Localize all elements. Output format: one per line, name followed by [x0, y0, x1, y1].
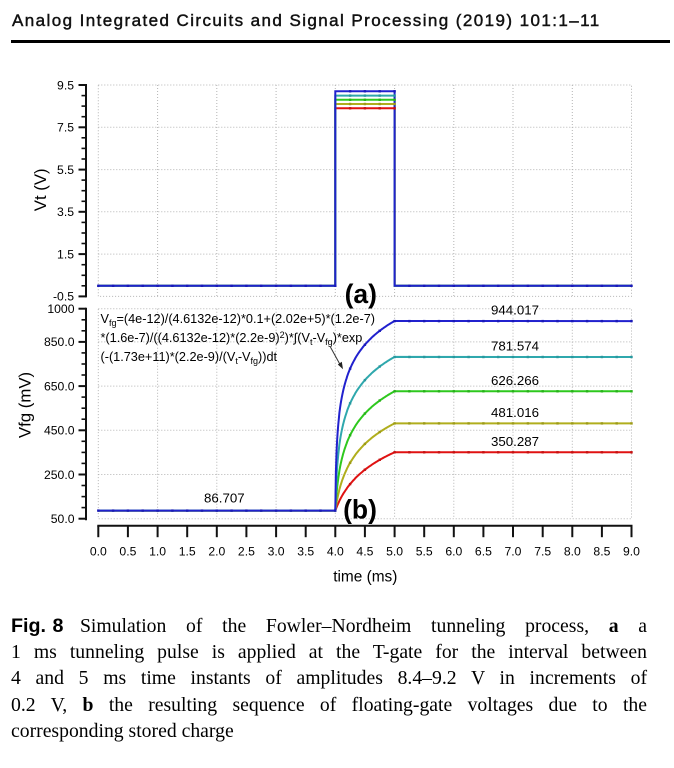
- svg-text:Vt (V): Vt (V): [31, 168, 50, 211]
- svg-text:4.5: 4.5: [356, 545, 373, 559]
- svg-text:4.0: 4.0: [327, 545, 344, 559]
- svg-text:9.0: 9.0: [623, 545, 640, 559]
- svg-text:Vfg (mV): Vfg (mV): [15, 372, 34, 438]
- svg-text:2.0: 2.0: [208, 545, 225, 559]
- svg-text:5.5: 5.5: [57, 163, 74, 177]
- svg-text:time (ms): time (ms): [333, 569, 397, 586]
- svg-text:*(1.6e-7)/((4.6132e-12)*(2.2e-: *(1.6e-7)/((4.6132e-12)*(2.2e-9)2)*∫(Vt-…: [101, 329, 363, 346]
- svg-text:Vfg=(4e-12)/(4.6132e-12)*0.1+(: Vfg=(4e-12)/(4.6132e-12)*0.1+(2.02e+5)*(…: [101, 312, 375, 328]
- svg-text:3.0: 3.0: [268, 545, 285, 559]
- svg-text:350.287: 350.287: [491, 434, 539, 449]
- svg-text:481.016: 481.016: [491, 405, 539, 420]
- svg-text:50.0: 50.0: [51, 512, 75, 526]
- svg-text:(-(1.73e+11)*(2.2e-9)/(Vt-Vfg): (-(1.73e+11)*(2.2e-9)/(Vt-Vfg))dt: [101, 350, 278, 366]
- svg-text:7.0: 7.0: [505, 545, 522, 559]
- svg-text:(a): (a): [345, 279, 377, 309]
- svg-text:8.0: 8.0: [564, 545, 581, 559]
- svg-text:6.0: 6.0: [445, 545, 462, 559]
- svg-text:6.5: 6.5: [475, 545, 492, 559]
- svg-text:0.5: 0.5: [119, 545, 136, 559]
- svg-text:5.5: 5.5: [416, 545, 433, 559]
- svg-text:8.5: 8.5: [593, 545, 610, 559]
- svg-text:9.5: 9.5: [57, 78, 74, 92]
- svg-text:5.0: 5.0: [386, 545, 403, 559]
- svg-text:2.5: 2.5: [238, 545, 255, 559]
- svg-text:450.0: 450.0: [44, 424, 75, 438]
- svg-text:-0.5: -0.5: [53, 290, 74, 304]
- svg-text:7.5: 7.5: [534, 545, 551, 559]
- svg-text:626.266: 626.266: [491, 373, 539, 388]
- svg-text:1000: 1000: [47, 302, 74, 316]
- svg-text:650.0: 650.0: [44, 379, 75, 393]
- svg-text:7.5: 7.5: [57, 121, 74, 135]
- svg-text:3.5: 3.5: [57, 205, 74, 219]
- svg-text:3.5: 3.5: [297, 545, 314, 559]
- svg-text:0.0: 0.0: [90, 545, 107, 559]
- svg-text:850.0: 850.0: [44, 335, 75, 349]
- svg-text:86.707: 86.707: [204, 491, 245, 506]
- svg-text:(b): (b): [343, 495, 377, 525]
- svg-text:1.5: 1.5: [179, 545, 196, 559]
- svg-text:781.574: 781.574: [491, 339, 539, 354]
- svg-text:944.017: 944.017: [491, 303, 539, 318]
- svg-text:1.5: 1.5: [57, 247, 74, 261]
- svg-text:250.0: 250.0: [44, 468, 75, 482]
- svg-text:1.0: 1.0: [149, 545, 166, 559]
